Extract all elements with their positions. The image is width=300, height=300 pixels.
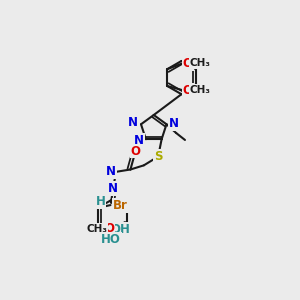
Text: Br: Br (113, 199, 128, 212)
Text: O: O (131, 145, 141, 158)
Text: CH₃: CH₃ (86, 224, 107, 234)
Text: O: O (104, 222, 114, 235)
Text: N: N (108, 182, 118, 195)
Text: HO: HO (101, 233, 121, 246)
Text: N: N (128, 116, 137, 129)
Text: CH₃: CH₃ (190, 58, 211, 68)
Text: O: O (183, 84, 193, 97)
Text: O: O (183, 57, 193, 70)
Text: CH₃: CH₃ (190, 85, 211, 95)
Text: H: H (95, 195, 105, 208)
Text: OH: OH (110, 223, 130, 236)
Text: S: S (154, 150, 162, 163)
Text: N: N (134, 134, 144, 147)
Text: N: N (106, 165, 116, 178)
Text: H: H (103, 165, 113, 178)
Text: N: N (169, 117, 179, 130)
